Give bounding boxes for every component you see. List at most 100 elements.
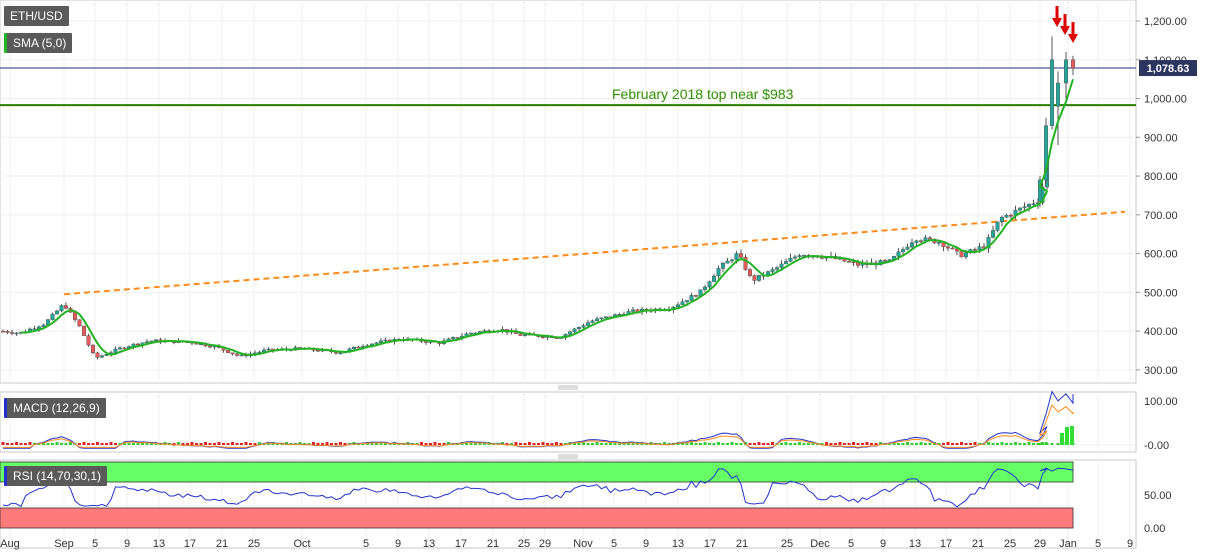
macd-histogram-bar [712,443,716,445]
macd-histogram-bar [258,442,261,445]
candle-body [883,260,888,262]
macd-histogram-bar [586,443,590,445]
macd-histogram-bar [532,443,536,445]
y-tick-label: 300.00 [1144,365,1178,377]
macd-histogram-bar [685,443,689,445]
macd-histogram-bar [384,443,387,445]
macd-histogram-bar [240,443,243,445]
rsi-line [2,467,1074,508]
candle-body [59,305,64,312]
macd-histogram-bar [132,443,135,445]
macd-histogram-bar [370,443,374,445]
macd-histogram-bar [474,442,477,445]
macd-histogram-bar [213,443,216,445]
rsi-overbought-band [0,461,1074,483]
candle-body [50,313,55,320]
candle-body [919,240,924,242]
macd-histogram-bar [964,443,968,445]
candle-body [770,269,775,272]
macd-histogram-bar [321,443,324,445]
x-tick-label: 5 [611,538,617,550]
macd-histogram-bar [505,443,509,445]
macd-histogram-bar [627,443,630,445]
macd-histogram-bar [87,443,90,445]
y-tick-label: 1,000.00 [1144,94,1187,106]
candle-body [955,248,960,252]
candle-body [707,281,712,288]
price-tag-text: 1,078.63 [1147,63,1190,75]
macd-histogram-bar [1038,443,1042,445]
y-tick-label: 700.00 [1144,210,1178,222]
candle-body [424,341,429,343]
candle-body [338,352,343,355]
candle-body [689,295,694,301]
macd-histogram-bar [100,443,104,445]
macd-histogram-bar [334,443,338,445]
x-tick-label: Dec [810,538,830,550]
candle-body [802,255,807,257]
rsi-label: RSI (14,70,30,1) [4,466,108,486]
macd-histogram-bar [681,443,684,445]
macd-histogram-bar [1032,443,1035,445]
macd-histogram-bar [46,443,50,445]
candle-body [937,242,942,244]
macd-histogram-bar [244,442,248,445]
x-tick-label: 17 [455,538,467,550]
sma-label: SMA (5,0) [4,33,73,53]
x-tick-label: 9 [1127,538,1133,550]
candle-body [234,353,239,356]
pane-splitter [558,454,578,459]
candle-body [1,330,5,333]
down-arrow-head [1060,26,1070,35]
macd-histogram-bar [114,443,117,445]
macd-histogram-bar [379,442,383,445]
candle-body [788,257,793,262]
macd-histogram-bar [825,442,828,445]
x-tick-label: 5 [92,538,98,550]
candle-body [590,320,595,323]
rsi-tick-label: 0.00 [1144,523,1165,535]
candle-body [991,230,996,238]
macd-histogram-bar [991,443,995,445]
macd-tick-label: 100.00 [1144,396,1178,408]
candle-body [469,332,474,335]
candle-body [676,304,681,308]
candle-body [230,352,235,355]
macd-histogram-bar [1005,443,1008,445]
macd-histogram-bar [717,442,720,445]
candle-body [117,347,122,350]
macd-histogram-bar [1027,442,1031,445]
macd-histogram-bar [640,443,644,445]
x-tick-label: 13 [423,538,435,550]
candle-body [928,237,933,240]
macd-histogram-bar [123,442,126,445]
macd-histogram-bar [289,443,293,445]
candle-body [739,253,744,258]
x-tick-label: 25 [781,538,793,550]
candle-body [1018,207,1023,211]
candle-body [356,346,361,349]
candle-body [518,333,523,336]
macd-histogram-bar [897,443,900,445]
candle-body [122,347,127,350]
x-tick-label: 17 [184,538,196,550]
macd-histogram-bar [838,442,842,445]
macd-histogram-bar [771,442,774,445]
macd-histogram-bar [942,443,945,445]
candle-body [1022,206,1027,209]
macd-histogram-bar [555,442,558,445]
candle-body [851,261,856,263]
macd-histogram-bar [798,442,801,445]
macd-histogram-bar [870,443,873,445]
candle-body [383,339,388,342]
candle-body [604,316,609,319]
candle-body [266,348,271,351]
macd-histogram-bar [919,442,923,445]
macd-histogram-bar [118,443,122,445]
candle-body [595,318,600,322]
macd-histogram-bar [235,443,239,445]
macd-histogram-bar [510,443,513,445]
macd-histogram-bar [478,443,482,445]
macd-histogram-bar [663,442,666,445]
macd-histogram-bar [249,443,252,445]
